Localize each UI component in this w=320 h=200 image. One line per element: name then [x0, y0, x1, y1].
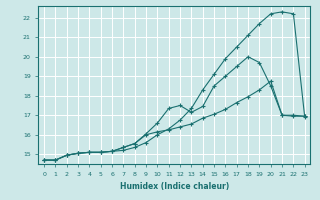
X-axis label: Humidex (Indice chaleur): Humidex (Indice chaleur)	[120, 182, 229, 191]
